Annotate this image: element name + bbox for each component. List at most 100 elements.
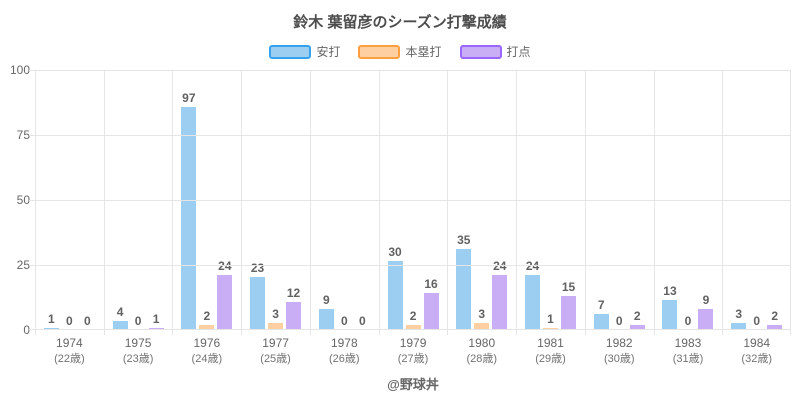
gridline-vertical <box>104 70 105 335</box>
x-tick-year: 1981 <box>537 336 564 350</box>
bar-value-label: 0 <box>684 314 692 328</box>
bar-slot: 2 <box>767 70 783 330</box>
legend-item[interactable]: 本塁打 <box>358 43 442 60</box>
bar <box>561 295 576 330</box>
bar-group: 13 0 9 <box>654 70 723 330</box>
x-tick-age: (31歳) <box>672 353 704 365</box>
legend-swatch <box>358 44 401 59</box>
bar-slot: 9 <box>318 70 334 330</box>
x-tick-year: 1974 <box>56 336 83 350</box>
legend-label: 打点 <box>506 45 531 59</box>
x-tick-age: (23歳) <box>122 353 154 365</box>
gridline-horizontal <box>29 70 791 71</box>
x-tick: 1975 (23歳) <box>104 336 173 366</box>
bar-value-label: 1 <box>547 311 554 326</box>
gridline-vertical <box>379 70 380 335</box>
x-tick-age: (22歳) <box>54 353 85 365</box>
bar-slot: 30 <box>387 70 403 330</box>
x-tick-year: 1978 <box>330 336 358 350</box>
bar-slot: 2 <box>629 70 645 330</box>
x-tick-year: 1976 <box>193 336 221 350</box>
bar-slot: 0 <box>355 70 370 330</box>
legend-item[interactable]: 安打 <box>269 43 340 60</box>
x-tick: 1982 (30歳) <box>585 336 654 366</box>
bar-slot: 0 <box>612 70 627 330</box>
bar <box>629 325 645 330</box>
bar-value-label: 9 <box>702 293 710 308</box>
x-tick: 1974 (22歳) <box>35 336 104 366</box>
bar-value-label: 2 <box>633 309 641 324</box>
bar-slot: 3 <box>268 70 284 330</box>
gridline-vertical <box>722 70 723 335</box>
bar <box>387 260 403 330</box>
gridline-vertical <box>172 70 173 335</box>
bar-value-label: 15 <box>561 279 576 294</box>
gridline-vertical <box>310 70 311 335</box>
bar-value-label: 16 <box>424 277 438 292</box>
x-tick-year: 1984 <box>743 336 771 350</box>
bar-value-label: 0 <box>340 314 348 328</box>
bar <box>593 313 609 330</box>
x-tick-age: (28歳) <box>466 353 498 365</box>
x-tick-age: (30歳) <box>603 353 635 365</box>
bar-group: 24115 <box>516 70 585 330</box>
bar-slot: 35 <box>456 70 472 330</box>
bar-value-label: 2 <box>203 309 211 324</box>
x-tick: 1984 (32歳) <box>722 336 791 366</box>
gridline-vertical <box>241 70 242 335</box>
y-tick-label: 0 <box>23 323 30 337</box>
legend-label: 本塁打 <box>405 45 442 59</box>
bar-slot: 0 <box>80 70 95 330</box>
bar <box>767 325 783 330</box>
bar-slot: 2 <box>405 70 421 330</box>
chart-title: 鈴木 葉留彦のシーズン打撃成績 <box>293 14 507 31</box>
bar-slot: 97 <box>181 70 197 330</box>
gridline-horizontal <box>29 200 791 201</box>
bar-slot: 12 <box>286 70 302 330</box>
bar-value-label: 9 <box>322 293 330 308</box>
x-tick-age: (29歳) <box>535 353 566 365</box>
bar <box>698 309 714 330</box>
bar-value-label: 3 <box>735 307 743 322</box>
bar <box>405 325 421 330</box>
x-tick: 1981 (29歳) <box>516 336 585 366</box>
gridline-vertical <box>790 70 791 335</box>
bar-group: 30 2 16 <box>379 70 448 330</box>
bar <box>286 302 302 330</box>
y-tick-label: 75 <box>16 128 30 142</box>
x-tick-age: (24歳) <box>191 353 223 365</box>
bar <box>250 277 266 330</box>
bar-value-label: 1 <box>152 311 160 326</box>
gridline-vertical <box>585 70 586 335</box>
bar-slot: 0 <box>680 70 695 330</box>
bar-value-label: 13 <box>663 284 677 299</box>
x-tick-year: 1975 <box>124 336 152 350</box>
bar-value-label: 0 <box>66 314 73 328</box>
legend-item[interactable]: 打点 <box>459 43 531 60</box>
bar-slot: 3 <box>731 70 747 330</box>
bar <box>543 327 558 330</box>
bar-slot: 16 <box>423 70 439 330</box>
bar <box>731 323 747 330</box>
bar-group: 23 3 12 <box>241 70 310 330</box>
x-tick: 1977 (25歳) <box>241 336 310 366</box>
bar <box>662 300 678 330</box>
y-tick-label: 25 <box>16 258 30 272</box>
x-tick-year: 1977 <box>262 336 289 350</box>
legend-swatch <box>459 44 502 59</box>
bar-slot: 0 <box>62 70 77 330</box>
bar <box>148 327 164 330</box>
bar-value-label: 23 <box>250 261 265 276</box>
bar <box>217 274 233 330</box>
bar-value-label: 0 <box>84 314 91 328</box>
x-tick: 1980 (28歳) <box>447 336 516 366</box>
bar-value-label: 1 <box>48 311 55 326</box>
bar-value-label: 97 <box>182 90 196 105</box>
bar-slot: 2 <box>199 70 215 330</box>
bar-slot: 15 <box>561 70 576 330</box>
bar <box>43 327 59 330</box>
bar <box>112 320 128 330</box>
